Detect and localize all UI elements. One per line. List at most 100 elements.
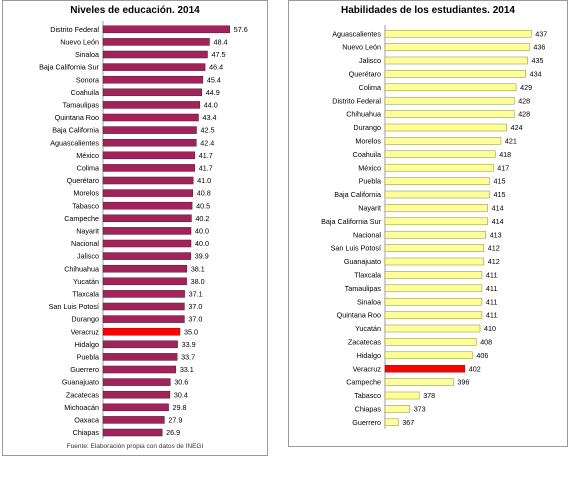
category-label: Yucatán bbox=[355, 324, 381, 333]
value-label: 57.6 bbox=[234, 25, 248, 34]
bar bbox=[384, 29, 532, 38]
category-label: Guerrero bbox=[70, 365, 99, 374]
bar bbox=[102, 340, 178, 349]
bar bbox=[102, 264, 188, 273]
value-label: 415 bbox=[494, 177, 506, 186]
category-label: Puebla bbox=[359, 177, 381, 186]
bar bbox=[102, 365, 177, 374]
bar bbox=[102, 302, 185, 311]
value-label: 406 bbox=[476, 351, 488, 360]
category-label: Nuevo León bbox=[60, 38, 99, 47]
value-label: 33.1 bbox=[180, 365, 194, 374]
chart-title: Habilidades de los estudiantes. 2014 bbox=[341, 5, 515, 16]
category-label: Tamaulipas bbox=[63, 101, 100, 110]
value-label: 37.1 bbox=[189, 290, 203, 299]
category-label: Zacatecas bbox=[348, 338, 382, 347]
bar bbox=[384, 204, 488, 212]
category-label: Querétaro bbox=[349, 70, 381, 79]
value-label: 428 bbox=[518, 96, 530, 105]
value-label: 413 bbox=[490, 230, 502, 239]
category-label: Colima bbox=[77, 164, 99, 173]
bar bbox=[384, 257, 485, 266]
value-label: 29.8 bbox=[173, 403, 187, 412]
value-label: 33.7 bbox=[181, 353, 195, 362]
category-label: Querétaro bbox=[67, 176, 99, 185]
value-label: 41.7 bbox=[199, 151, 213, 160]
category-label: Nuevo León bbox=[342, 43, 381, 52]
value-label: 40.0 bbox=[195, 227, 209, 236]
category-label: Chihuahua bbox=[64, 264, 99, 273]
value-label: 412 bbox=[488, 257, 500, 266]
category-label: Distrito Federal bbox=[332, 96, 381, 105]
bar bbox=[384, 56, 528, 65]
bar bbox=[102, 315, 185, 323]
value-label: 373 bbox=[414, 405, 426, 414]
bar bbox=[384, 83, 517, 92]
value-label: 30.6 bbox=[174, 378, 188, 387]
value-label: 44.0 bbox=[204, 101, 218, 110]
bar bbox=[102, 201, 193, 210]
education-levels-panel: Niveles de educación. 2014 Distrito Fede… bbox=[2, 0, 268, 456]
bar bbox=[102, 189, 194, 197]
value-label: 26.9 bbox=[166, 428, 180, 437]
value-label: 411 bbox=[486, 271, 497, 280]
value-label: 40.5 bbox=[196, 201, 210, 210]
bar bbox=[384, 244, 485, 252]
category-label: Oaxaca bbox=[74, 416, 99, 425]
value-label: 412 bbox=[488, 244, 500, 253]
category-label: Jalisco bbox=[359, 56, 381, 65]
bar bbox=[384, 297, 483, 306]
value-label: 40.0 bbox=[195, 239, 209, 248]
bar bbox=[384, 217, 488, 226]
category-label: Coahuila bbox=[71, 88, 99, 97]
category-label: Guanajuato bbox=[62, 378, 99, 387]
category-label: Jalisco bbox=[77, 252, 99, 261]
category-label: Guerrero bbox=[352, 418, 381, 427]
value-label: 45.4 bbox=[207, 75, 221, 84]
value-label: 436 bbox=[533, 43, 545, 52]
bar bbox=[102, 38, 210, 46]
category-label: Tlaxcala bbox=[354, 271, 381, 280]
bar-highlight bbox=[384, 364, 466, 373]
category-label: Baja California Sur bbox=[39, 63, 100, 72]
bar bbox=[102, 227, 192, 235]
category-label: Chiapas bbox=[355, 405, 382, 414]
category-label: Morelos bbox=[355, 137, 381, 146]
value-label: 414 bbox=[492, 217, 504, 226]
bar bbox=[384, 391, 420, 400]
bar bbox=[102, 63, 206, 71]
bar bbox=[384, 96, 515, 105]
category-label: Yucatán bbox=[73, 277, 99, 286]
value-label: 411 bbox=[486, 297, 497, 306]
chart-footer: Fuente: Elaboración propia con datos de … bbox=[66, 443, 204, 450]
value-label: 421 bbox=[505, 137, 517, 146]
value-label: 434 bbox=[530, 70, 542, 79]
category-label: Colima bbox=[359, 83, 381, 92]
bar bbox=[102, 151, 195, 160]
value-label: 408 bbox=[480, 338, 492, 347]
value-label: 41.7 bbox=[199, 164, 213, 173]
category-label: México bbox=[76, 151, 99, 160]
value-label: 367 bbox=[402, 418, 414, 427]
category-label: Baja California bbox=[334, 190, 381, 199]
bar bbox=[384, 378, 454, 386]
bar bbox=[384, 150, 496, 159]
value-label: 38.1 bbox=[191, 264, 205, 273]
category-label: Michoacán bbox=[64, 403, 99, 412]
category-label: Aguascalientes bbox=[50, 138, 99, 147]
value-label: 435 bbox=[532, 56, 544, 65]
category-label: Zacatecas bbox=[66, 390, 100, 399]
bar bbox=[384, 324, 481, 333]
category-label: Nayarit bbox=[76, 227, 99, 236]
student-skills-chart: Aguascalientes 437 Nuevo León 436 Jalisco 435… bbox=[321, 25, 547, 429]
category-label: Baja California Sur bbox=[321, 217, 382, 226]
bar bbox=[384, 284, 483, 293]
bar bbox=[384, 230, 486, 239]
bar bbox=[384, 338, 477, 346]
education-levels-chart: Distrito Federal 57.6 Nuevo León 48.4 Sinalo… bbox=[39, 21, 248, 439]
category-label: Puebla bbox=[77, 353, 99, 362]
bar bbox=[102, 428, 163, 437]
bar bbox=[384, 311, 483, 319]
category-label: Tabasco bbox=[72, 201, 99, 210]
bar bbox=[102, 416, 165, 424]
